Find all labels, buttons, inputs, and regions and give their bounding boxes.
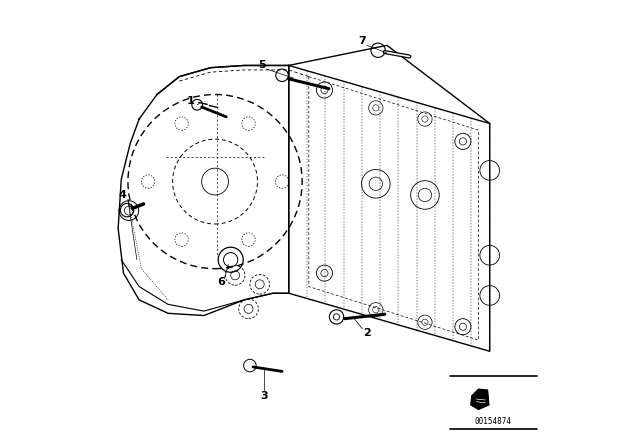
Text: 00154874: 00154874 xyxy=(474,417,511,426)
Text: 2: 2 xyxy=(363,328,371,338)
Text: 4: 4 xyxy=(118,190,127,200)
Text: 5: 5 xyxy=(258,60,266,70)
Text: 6: 6 xyxy=(217,277,225,287)
Text: 3: 3 xyxy=(260,391,268,401)
Text: 7: 7 xyxy=(358,36,366,46)
Polygon shape xyxy=(471,389,489,409)
Text: 1: 1 xyxy=(187,96,195,106)
